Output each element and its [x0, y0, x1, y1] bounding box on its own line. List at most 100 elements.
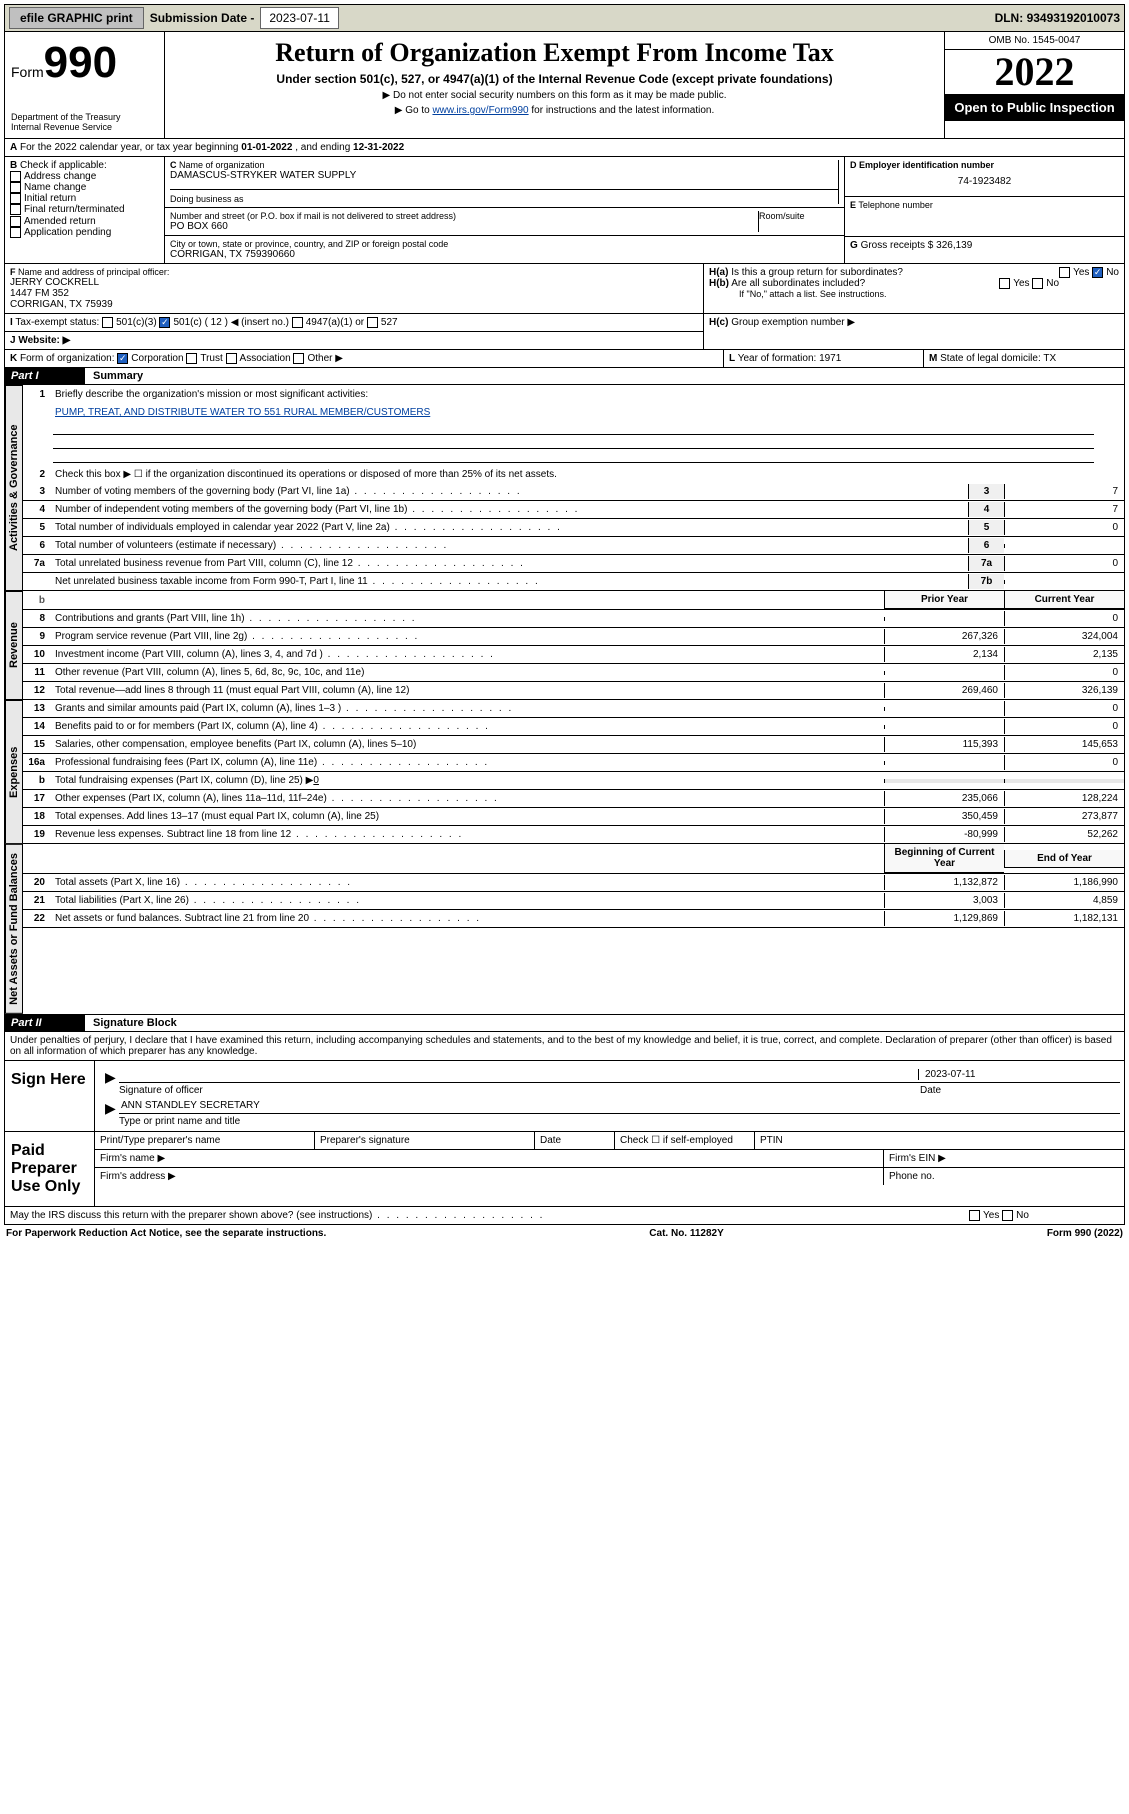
section-expenses: Expenses 13Grants and similar amounts pa…: [4, 700, 1125, 844]
l1-label: Briefly describe the organization's miss…: [51, 387, 1124, 402]
gross-receipts: 326,139: [936, 240, 972, 251]
tab-governance: Activities & Governance: [5, 385, 23, 591]
F-label: F Name and address of principal officer:: [10, 267, 698, 277]
org-addr: PO BOX 660: [170, 221, 758, 232]
chk-amended[interactable]: Amended return: [10, 216, 159, 227]
Ha: H(a) Is this a group return for subordin…: [709, 267, 1119, 278]
tax-year: 2022: [945, 50, 1124, 94]
l21: Total liabilities (Part X, line 26): [51, 893, 884, 908]
l18: Total expenses. Add lines 13–17 (must eq…: [51, 809, 884, 824]
l3-val: 7: [1004, 484, 1124, 499]
l4-label: Number of independent voting members of …: [51, 502, 968, 517]
omb-number: OMB No. 1545-0047: [945, 32, 1124, 50]
form-number: Form990: [11, 38, 158, 88]
chk-pending[interactable]: Application pending: [10, 227, 159, 238]
line-I: I Tax-exempt status: 501(c)(3) ✓501(c) (…: [5, 314, 703, 332]
l22: Net assets or fund balances. Subtract li…: [51, 911, 884, 926]
efile-badge: efile GRAPHIC print: [9, 7, 144, 29]
line-L: L Year of formation: 1971: [724, 350, 924, 367]
l20: Total assets (Part X, line 16): [51, 875, 884, 890]
dept-label: Department of the Treasury: [11, 112, 158, 122]
col-end: End of Year: [1004, 850, 1124, 868]
firm-ein-label: Firm's EIN ▶: [884, 1150, 1124, 1167]
officer-addr2: CORRIGAN, TX 75939: [10, 299, 698, 310]
self-emp-check[interactable]: Check ☐ if self-employed: [615, 1132, 755, 1149]
line-A: A For the 2022 calendar year, or tax yea…: [4, 139, 1125, 157]
officer-addr1: 1447 FM 352: [10, 288, 698, 299]
chk-name[interactable]: Name change: [10, 182, 159, 193]
l15: Salaries, other compensation, employee b…: [51, 737, 884, 752]
paid-prep-label: Paid Preparer Use Only: [5, 1132, 95, 1206]
prep-date-label: Date: [535, 1132, 615, 1149]
chk-initial[interactable]: Initial return: [10, 193, 159, 204]
ptin-label: PTIN: [755, 1132, 1124, 1149]
l16b: Total fundraising expenses (Part IX, col…: [51, 773, 884, 788]
dln: DLN: 93493192010073: [995, 11, 1120, 25]
l14: Benefits paid to or for members (Part IX…: [51, 719, 884, 734]
addr-label: Number and street (or P.O. box if mail i…: [170, 211, 758, 221]
l9: Program service revenue (Part VIII, line…: [51, 629, 884, 644]
G-label: Gross receipts $: [861, 240, 937, 251]
line-J: J Website: ▶: [5, 332, 703, 349]
irs-link[interactable]: www.irs.gov/Form990: [432, 105, 528, 116]
ein-value: 74-1923482: [850, 170, 1119, 193]
penalty-text: Under penalties of perjury, I declare th…: [4, 1032, 1125, 1061]
C-name-label: C Name of organization: [170, 160, 838, 170]
line-K: K Form of organization: ✓Corporation Tru…: [5, 350, 724, 367]
l5-label: Total number of individuals employed in …: [51, 520, 968, 535]
section-governance: Activities & Governance 1Briefly describ…: [4, 385, 1125, 591]
l7b-label: Net unrelated business taxable income fr…: [51, 574, 968, 589]
l19: Revenue less expenses. Subtract line 18 …: [51, 827, 884, 842]
irs-label: Internal Revenue Service: [11, 122, 158, 132]
block-KLM: K Form of organization: ✓Corporation Tru…: [4, 350, 1125, 368]
city-label: City or town, state or province, country…: [170, 239, 839, 249]
org-name: DAMASCUS-STRYKER WATER SUPPLY: [170, 170, 838, 181]
col-current: Current Year: [1004, 591, 1124, 609]
page-footer: For Paperwork Reduction Act Notice, see …: [4, 1225, 1125, 1242]
l6-val: [1004, 544, 1124, 548]
section-revenue: Revenue bPrior YearCurrent Year 8Contrib…: [4, 591, 1125, 700]
col-prior: Prior Year: [884, 591, 1004, 609]
Hb: H(b) Are all subordinates included? Yes …: [709, 278, 1119, 289]
l10: Investment income (Part VIII, column (A)…: [51, 647, 884, 662]
phone-label: Phone no.: [884, 1168, 1124, 1185]
date-label: Date: [920, 1085, 1120, 1096]
sign-here-label: Sign Here: [5, 1061, 95, 1131]
form-header: Form990 Department of the Treasury Inter…: [4, 32, 1125, 139]
col-begin: Beginning of Current Year: [884, 844, 1004, 873]
ssn-note: Do not enter social security numbers on …: [175, 90, 934, 101]
tab-netassets: Net Assets or Fund Balances: [5, 844, 23, 1014]
officer-name: JERRY COCKRELL: [10, 277, 698, 288]
l6-label: Total number of volunteers (estimate if …: [51, 538, 968, 553]
sig-officer-label: Signature of officer: [119, 1085, 920, 1096]
block-IJ: I Tax-exempt status: 501(c)(3) ✓501(c) (…: [4, 314, 1125, 350]
officer-typed-name: ANN STANDLEY SECRETARY: [121, 1100, 260, 1111]
l5-val: 0: [1004, 520, 1124, 535]
goto-note: Go to www.irs.gov/Form990 for instructio…: [175, 105, 934, 116]
l16a: Professional fundraising fees (Part IX, …: [51, 755, 884, 770]
l3-label: Number of voting members of the governin…: [51, 484, 968, 499]
section-netassets: Net Assets or Fund Balances Beginning of…: [4, 844, 1125, 1015]
org-city: CORRIGAN, TX 759390660: [170, 249, 839, 260]
chk-final[interactable]: Final return/terminated: [10, 204, 159, 215]
l4-val: 7: [1004, 502, 1124, 517]
line-M: M State of legal domicile: TX: [924, 350, 1124, 367]
discuss-row: May the IRS discuss this return with the…: [4, 1207, 1125, 1225]
l7a-val: 0: [1004, 556, 1124, 571]
Hc: H(c) Group exemption number ▶: [704, 314, 1124, 349]
mission-text: PUMP, TREAT, AND DISTRIBUTE WATER TO 551…: [51, 405, 1124, 420]
dba-label: Doing business as: [170, 189, 838, 204]
room-label: Room/suite: [759, 211, 839, 232]
sign-date: 2023-07-11: [918, 1069, 1118, 1080]
subdate-label: Submission Date -: [150, 11, 255, 25]
part2-header: Part II Signature Block: [4, 1015, 1125, 1032]
paid-preparer-block: Paid Preparer Use Only Print/Type prepar…: [4, 1132, 1125, 1207]
sign-here-block: Sign Here 2023-07-11 Signature of office…: [4, 1061, 1125, 1132]
l17: Other expenses (Part IX, column (A), lin…: [51, 791, 884, 806]
firm-name-label: Firm's name ▶: [95, 1150, 884, 1167]
prep-sig-label: Preparer's signature: [315, 1132, 535, 1149]
chk-addr[interactable]: Address change: [10, 171, 159, 182]
tab-revenue: Revenue: [5, 591, 23, 700]
l12: Total revenue—add lines 8 through 11 (mu…: [51, 683, 884, 698]
l13: Grants and similar amounts paid (Part IX…: [51, 701, 884, 716]
